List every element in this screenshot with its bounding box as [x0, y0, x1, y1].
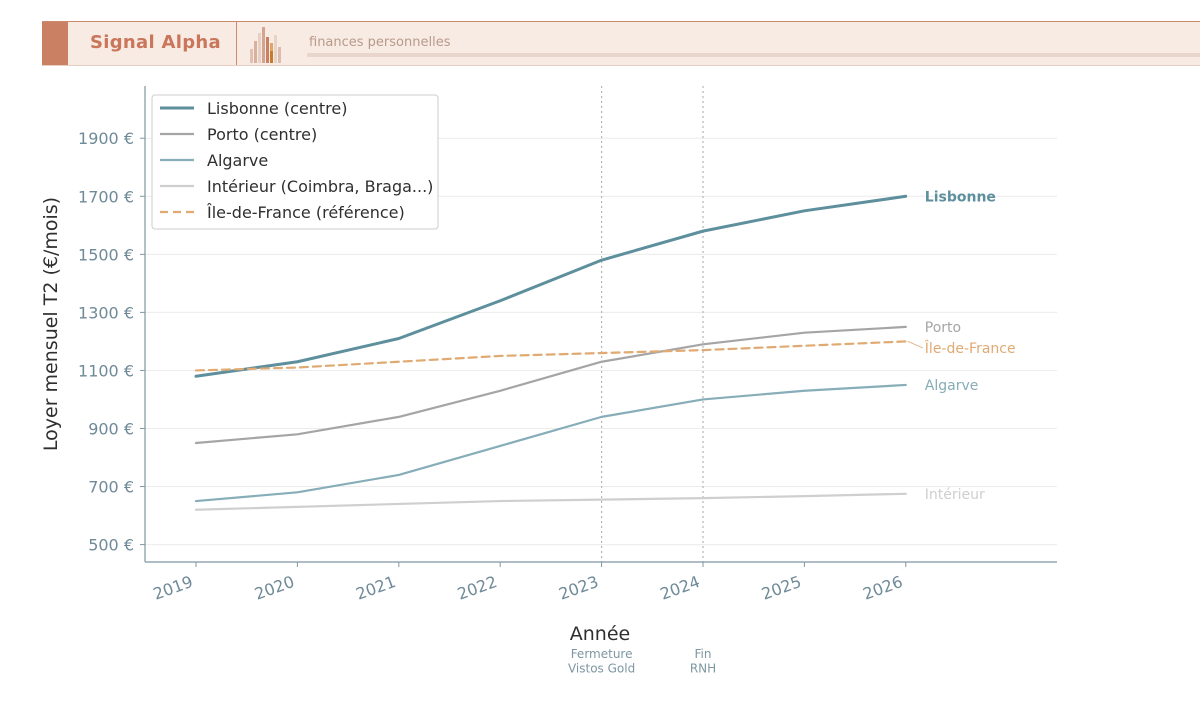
- y-tick-label: 1500 €: [78, 245, 134, 264]
- legend-label: Île-de-France (référence): [206, 203, 405, 222]
- banner-separator: [236, 22, 237, 65]
- banner-tagline: finances personnelles: [309, 35, 451, 50]
- series-end-label: Porto: [925, 320, 961, 336]
- x-axis-label: Année: [570, 623, 630, 645]
- x-tick-label: 2022: [455, 572, 500, 604]
- legend-label: Algarve: [207, 151, 268, 170]
- y-tick-label: 1700 €: [78, 187, 134, 206]
- x-tick-label: 2020: [252, 572, 297, 604]
- y-tick-label: 500 €: [88, 536, 134, 555]
- brand-title: Signal Alpha: [90, 32, 221, 53]
- legend-label: Lisbonne (centre): [207, 99, 347, 118]
- end-label-leader: [907, 341, 923, 349]
- series-end-label: Lisbonne: [925, 189, 996, 205]
- y-axis-label: Loyer mensuel T2 (€/mois): [40, 197, 62, 451]
- x-tick-label: 2026: [860, 572, 905, 604]
- banner-rule: [307, 53, 1200, 57]
- x-tick-label: 2025: [759, 572, 804, 604]
- series-line: [194, 383, 907, 503]
- annotation-label: Vistos Gold: [568, 662, 635, 676]
- x-tick-label: 2021: [353, 572, 398, 604]
- series-line: [194, 492, 907, 511]
- annotation-label: Fin: [695, 647, 712, 661]
- series-end-label: Île-de-France: [924, 339, 1016, 357]
- bar-chart-logo-icon: [250, 27, 281, 63]
- series-end-label: Algarve: [925, 378, 979, 394]
- series-end-label: Intérieur: [925, 487, 985, 503]
- x-tick-label: 2024: [658, 572, 703, 604]
- series-line: [194, 325, 907, 445]
- legend-box: [151, 94, 439, 230]
- y-tick-label: 1900 €: [78, 129, 134, 148]
- series-line: [194, 340, 907, 372]
- y-tick-label: 1100 €: [78, 361, 134, 380]
- y-tick-label: 900 €: [88, 419, 134, 438]
- x-tick-label: 2019: [151, 572, 196, 604]
- series-line: [194, 194, 908, 378]
- legend-label: Intérieur (Coimbra, Braga...): [207, 177, 433, 196]
- annotation-label: RNH: [690, 662, 716, 676]
- header-banner: Signal Alpha finances personnelles: [42, 21, 1200, 66]
- legend-label: Porto (centre): [207, 125, 317, 144]
- annotation-label: Fermeture: [571, 647, 633, 661]
- x-tick-label: 2023: [556, 572, 601, 604]
- y-tick-label: 1300 €: [78, 303, 134, 322]
- y-tick-label: 700 €: [88, 478, 134, 497]
- banner-accent: [42, 22, 68, 65]
